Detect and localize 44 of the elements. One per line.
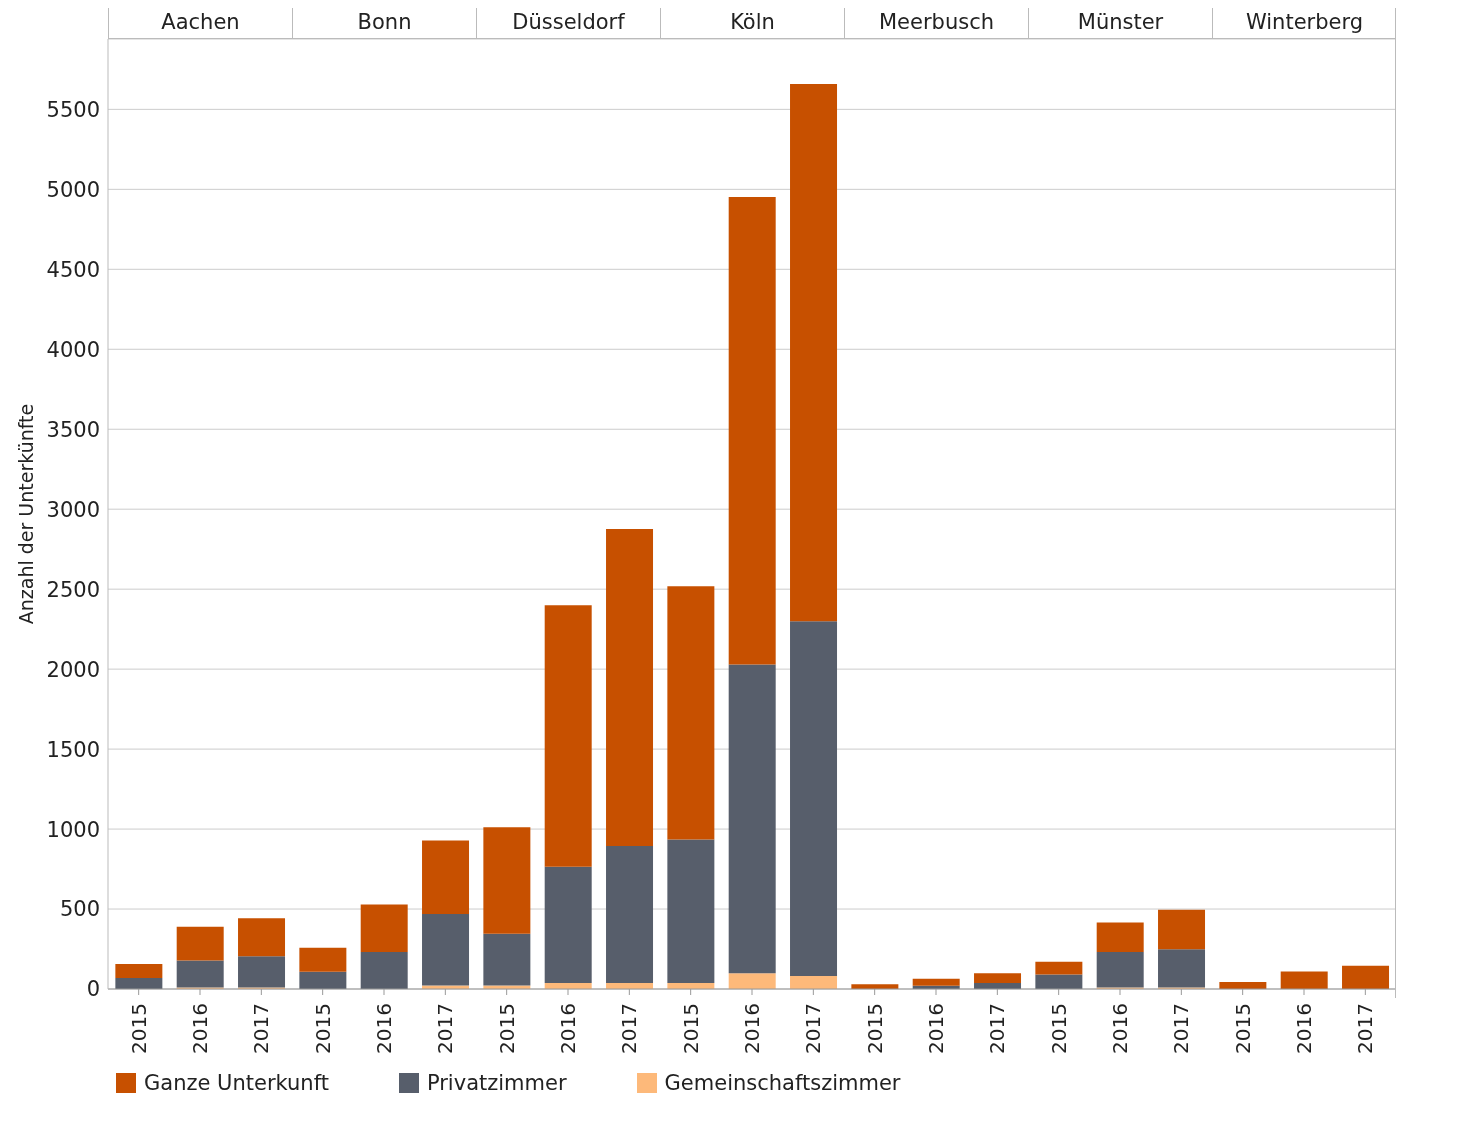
x-tick-label: 2017	[617, 1003, 642, 1054]
x-tick-label: 2015	[1230, 1003, 1255, 1054]
y-tick-label: 1000	[46, 817, 100, 842]
legend-label: Privatzimmer	[426, 1071, 567, 1095]
y-tick-label: 4000	[46, 337, 100, 362]
x-tick-label: 2015	[862, 1003, 887, 1054]
x-tick-label: 2017	[433, 1003, 458, 1054]
x-tick-label: 2015	[494, 1003, 519, 1054]
chart-title: Aachen	[108, 8, 292, 39]
legend-label: Ganze Unterkunft	[144, 1071, 329, 1095]
x-tick-label: 2017	[249, 1003, 274, 1054]
chart-title: Meerbusch	[844, 8, 1028, 39]
y-tick-label: 0	[86, 977, 100, 1002]
y-tick-label: 5000	[46, 177, 100, 202]
y-tick-label: 500	[59, 897, 100, 922]
chart-title: Winterberg	[1212, 8, 1396, 39]
x-tick-label: 2015	[1046, 1003, 1071, 1054]
x-tick-label: 2017	[1353, 1003, 1378, 1054]
chart-title: Bonn	[292, 8, 476, 39]
x-tick-label: 2017	[985, 1003, 1010, 1054]
x-tick-label: 2016	[556, 1003, 580, 1054]
x-tick-label: 2016	[924, 1003, 948, 1054]
x-tick-label: 2017	[1169, 1003, 1194, 1054]
x-tick-label: 2015	[126, 1003, 151, 1054]
y-tick-label: 3000	[46, 497, 100, 522]
y-tick-label: 5500	[46, 97, 100, 122]
y-tick-label: 1500	[46, 737, 100, 762]
x-tick-label: 2015	[310, 1003, 335, 1054]
chart-title: Düsseldorf	[476, 8, 660, 39]
x-tick-label: 2016	[1108, 1003, 1132, 1054]
x-tick-label: 2017	[801, 1003, 826, 1054]
y-tick-label: 2000	[46, 657, 100, 682]
chart-title: Köln	[660, 8, 844, 39]
x-tick-label: 2016	[740, 1003, 764, 1054]
x-tick-label: 2016	[188, 1003, 212, 1054]
x-tick-label: 2015	[678, 1003, 703, 1054]
x-tick-label: 2016	[372, 1003, 396, 1054]
x-tick-label: 2016	[1292, 1003, 1316, 1054]
y-axis-title: Anzahl der Unterkünfte	[14, 403, 37, 625]
chart-title: Münster	[1028, 8, 1212, 39]
y-tick-label: 4500	[46, 257, 100, 282]
legend-label: Gemeinschaftszimmer	[664, 1071, 901, 1095]
y-tick-label: 2500	[46, 577, 100, 602]
y-tick-label: 3500	[46, 417, 100, 442]
